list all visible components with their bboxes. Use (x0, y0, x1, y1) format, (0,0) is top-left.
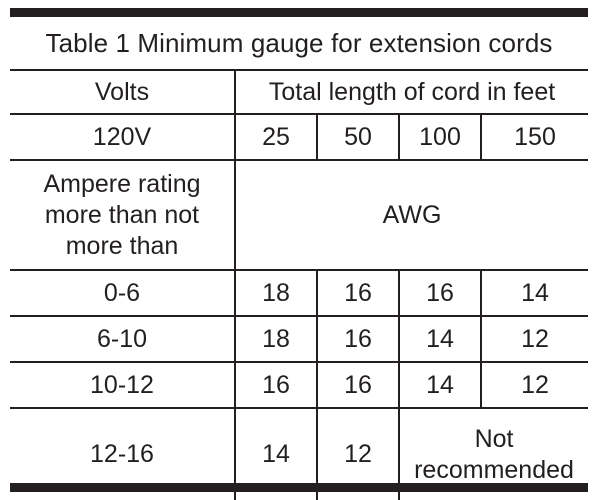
gauge-cell: 16 (316, 269, 400, 317)
ampere-range-cell: 6-10 (10, 315, 236, 363)
note-line: recommended (414, 455, 574, 484)
unit-label: AWG (233, 159, 589, 271)
ampere-rating-header: Ampere rating more than not more than (10, 159, 236, 271)
top-rule (10, 8, 588, 17)
length-cell: 25 (234, 113, 318, 161)
gauge-cell: 16 (234, 361, 318, 409)
table-row: 10-12 16 16 14 12 (10, 361, 589, 409)
table-row: Ampere rating more than not more than AW… (10, 159, 589, 271)
voltage-cell: 120V (10, 113, 236, 161)
table-row: 120V 25 50 100 150 (10, 113, 589, 161)
volts-header: Volts (10, 69, 236, 115)
gauge-cell: 12 (479, 361, 589, 409)
table-row: Volts Total length of cord in feet (10, 69, 589, 115)
gauge-cell: 18 (234, 315, 318, 363)
gauge-cell: 16 (316, 315, 400, 363)
extension-cord-table: Table 1 Minimum gauge for extension cord… (10, 8, 589, 500)
gauge-cell: 12 (479, 315, 589, 363)
ampere-label-line: more than not (44, 200, 200, 229)
note-line: Not (474, 424, 514, 453)
gauge-cell: 16 (398, 269, 482, 317)
ampere-label-line: Ampere rating (43, 169, 201, 198)
gauge-cell: 14 (398, 315, 482, 363)
gauge-cell: 14 (398, 361, 482, 409)
gauge-cell: 18 (234, 269, 318, 317)
table-row: 0-6 18 16 16 14 (10, 269, 589, 317)
length-header: Total length of cord in feet (233, 69, 589, 115)
gauge-cell: 16 (316, 361, 400, 409)
bottom-rule (10, 483, 588, 492)
table-row: 6-10 18 16 14 12 (10, 315, 589, 363)
ampere-range-cell: 10-12 (10, 361, 236, 409)
length-cell: 50 (316, 113, 400, 161)
ampere-range-cell: 0-6 (10, 269, 236, 317)
table-title: Table 1 Minimum gauge for extension cord… (45, 27, 553, 58)
length-cell: 100 (398, 113, 482, 161)
length-cell: 150 (479, 113, 589, 161)
gauge-cell: 14 (479, 269, 589, 317)
gauge-table: Volts Total length of cord in feet 120V … (10, 69, 589, 500)
ampere-label-line: more than (65, 231, 179, 260)
